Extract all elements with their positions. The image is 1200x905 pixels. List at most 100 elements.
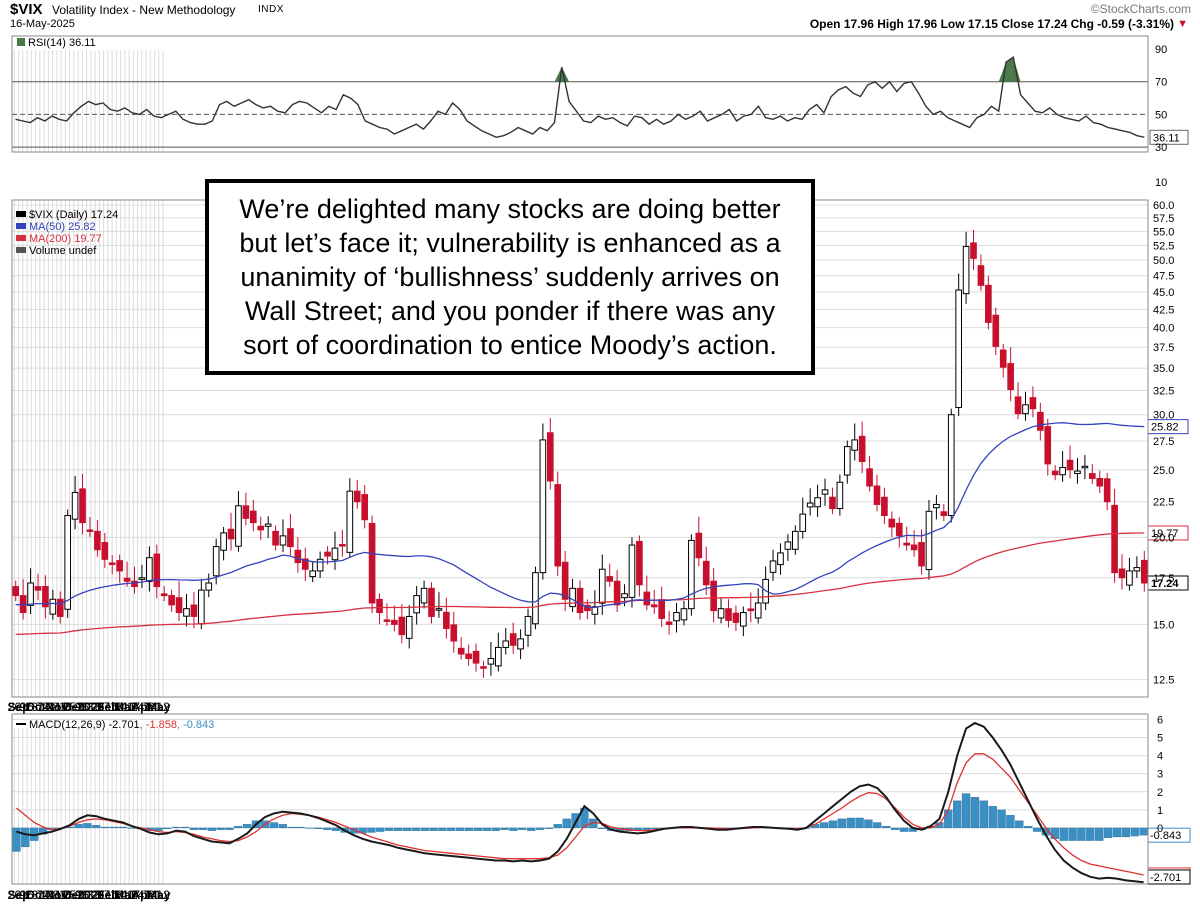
quote-summary: Open 17.96 High 17.96 Low 17.15 Close 17… (809, 17, 1174, 31)
macd-histogram-bar (535, 827, 545, 830)
macd-histogram-bar (598, 827, 607, 829)
x-tick-label: 27 (97, 700, 111, 714)
macd-histogram-bar (322, 827, 332, 830)
macd-y-tick-label: 3 (1157, 769, 1163, 781)
macd-histogram-bar (1095, 827, 1104, 841)
x-tick-label: 11 (55, 700, 68, 714)
macd-histogram-bar (438, 827, 447, 831)
price-y-tick-label: 40.0 (1153, 323, 1174, 335)
x-tick-label: Mar (114, 888, 136, 902)
macd-histogram-bar (349, 827, 358, 834)
price-candle (294, 549, 302, 564)
price-candle (257, 525, 265, 531)
x-tick-label: 21 (148, 700, 162, 714)
price-y-tick-label: 45.0 (1153, 287, 1174, 299)
price-candle (546, 432, 554, 482)
price-candle (242, 505, 250, 519)
price-candle (524, 615, 532, 636)
price-candle (680, 608, 688, 621)
price-candle (561, 561, 569, 600)
price-candle (249, 510, 257, 524)
price-candle (539, 439, 547, 574)
price-legend-icon (16, 235, 26, 241)
price-candle (160, 593, 168, 597)
macd-histogram-bar (216, 827, 225, 830)
price-candle (428, 587, 435, 617)
price-legend-icon (16, 223, 26, 229)
macd-histogram-bar (225, 827, 234, 830)
price-candle (86, 529, 94, 532)
x-tick-label: 11 (55, 888, 68, 902)
macd-histogram-bar (518, 827, 527, 830)
macd-histogram-bar (953, 800, 962, 829)
price-candle (947, 414, 955, 516)
x-tick-label: 9 (75, 700, 82, 714)
price-candle (517, 638, 524, 650)
macd-histogram-bar (74, 824, 83, 829)
price-y-tick-label: 37.5 (1153, 342, 1174, 354)
macd-legend: MACD(12,26,9) -2.701, -1.858, -0.843 (29, 719, 214, 731)
price-candle (710, 580, 717, 612)
x-tick-label: 2025 (77, 700, 104, 714)
price-y-tick-label: 12.5 (1153, 675, 1174, 687)
macd-last-value-label: -2.701 (1150, 872, 1181, 884)
price-y-tick-label: 55.0 (1153, 226, 1174, 238)
macd-signal-line (15, 753, 1144, 876)
rsi-y-tick-label: 10 (1155, 177, 1167, 189)
macd-histogram-bar (882, 825, 891, 829)
price-candle (814, 497, 821, 508)
x-tick-label: Oct (26, 700, 46, 714)
price-candle (116, 560, 123, 572)
price-y-tick-label: 15.0 (1153, 619, 1174, 631)
price-candle (903, 542, 911, 546)
macd-histogram-bar (979, 800, 988, 829)
price-candle (27, 582, 34, 606)
macd-histogram-bar (944, 809, 953, 829)
price-candle (740, 612, 747, 627)
macd-histogram-bar (482, 827, 491, 831)
price-candle (673, 612, 680, 622)
x-tick-label: 24 (131, 888, 145, 902)
price-candle (754, 602, 762, 619)
price-y-tick-label: 57.5 (1153, 213, 1174, 225)
x-tick-label: 9 (19, 700, 26, 714)
macd-histogram-bar (864, 819, 873, 829)
x-tick-label: 24 (114, 700, 128, 714)
price-candle (301, 558, 309, 570)
price-candle (747, 608, 755, 612)
price-candle (702, 560, 710, 586)
macd-histogram-bar (1068, 827, 1077, 841)
price-candle (970, 242, 977, 259)
price-candle (613, 580, 621, 606)
macd-histogram-bar (562, 818, 571, 829)
macd-histogram-bar (180, 826, 190, 829)
price-candle (376, 598, 383, 614)
price-candle (725, 608, 732, 621)
price-candle (688, 539, 695, 610)
macd-histogram-bar (269, 822, 278, 829)
price-candle (487, 658, 495, 665)
price-candle (272, 530, 279, 546)
price-candle (287, 528, 294, 548)
x-tick-label: 13 (88, 888, 102, 902)
price-candle (108, 562, 116, 565)
x-tick-label: 9 (75, 888, 82, 902)
price-candle (866, 468, 873, 487)
rsi-last-value-box (1149, 129, 1189, 145)
macd-y-tick-label: 2 (1157, 787, 1163, 799)
macd-histogram-bar (429, 827, 438, 831)
macd-histogram-bar (855, 817, 864, 829)
macd-histogram-bar (1103, 827, 1113, 839)
price-candle (940, 511, 948, 516)
price-candle (183, 608, 190, 617)
macd-histogram-bar (243, 824, 252, 829)
price-candle (49, 598, 57, 615)
price-candle (509, 633, 517, 646)
x-tick-label: 2025 (77, 888, 104, 902)
ma200-line (15, 532, 1145, 636)
price-candle (138, 577, 146, 580)
price-candle (1096, 477, 1104, 487)
x-tick-label: 23 (25, 888, 39, 902)
